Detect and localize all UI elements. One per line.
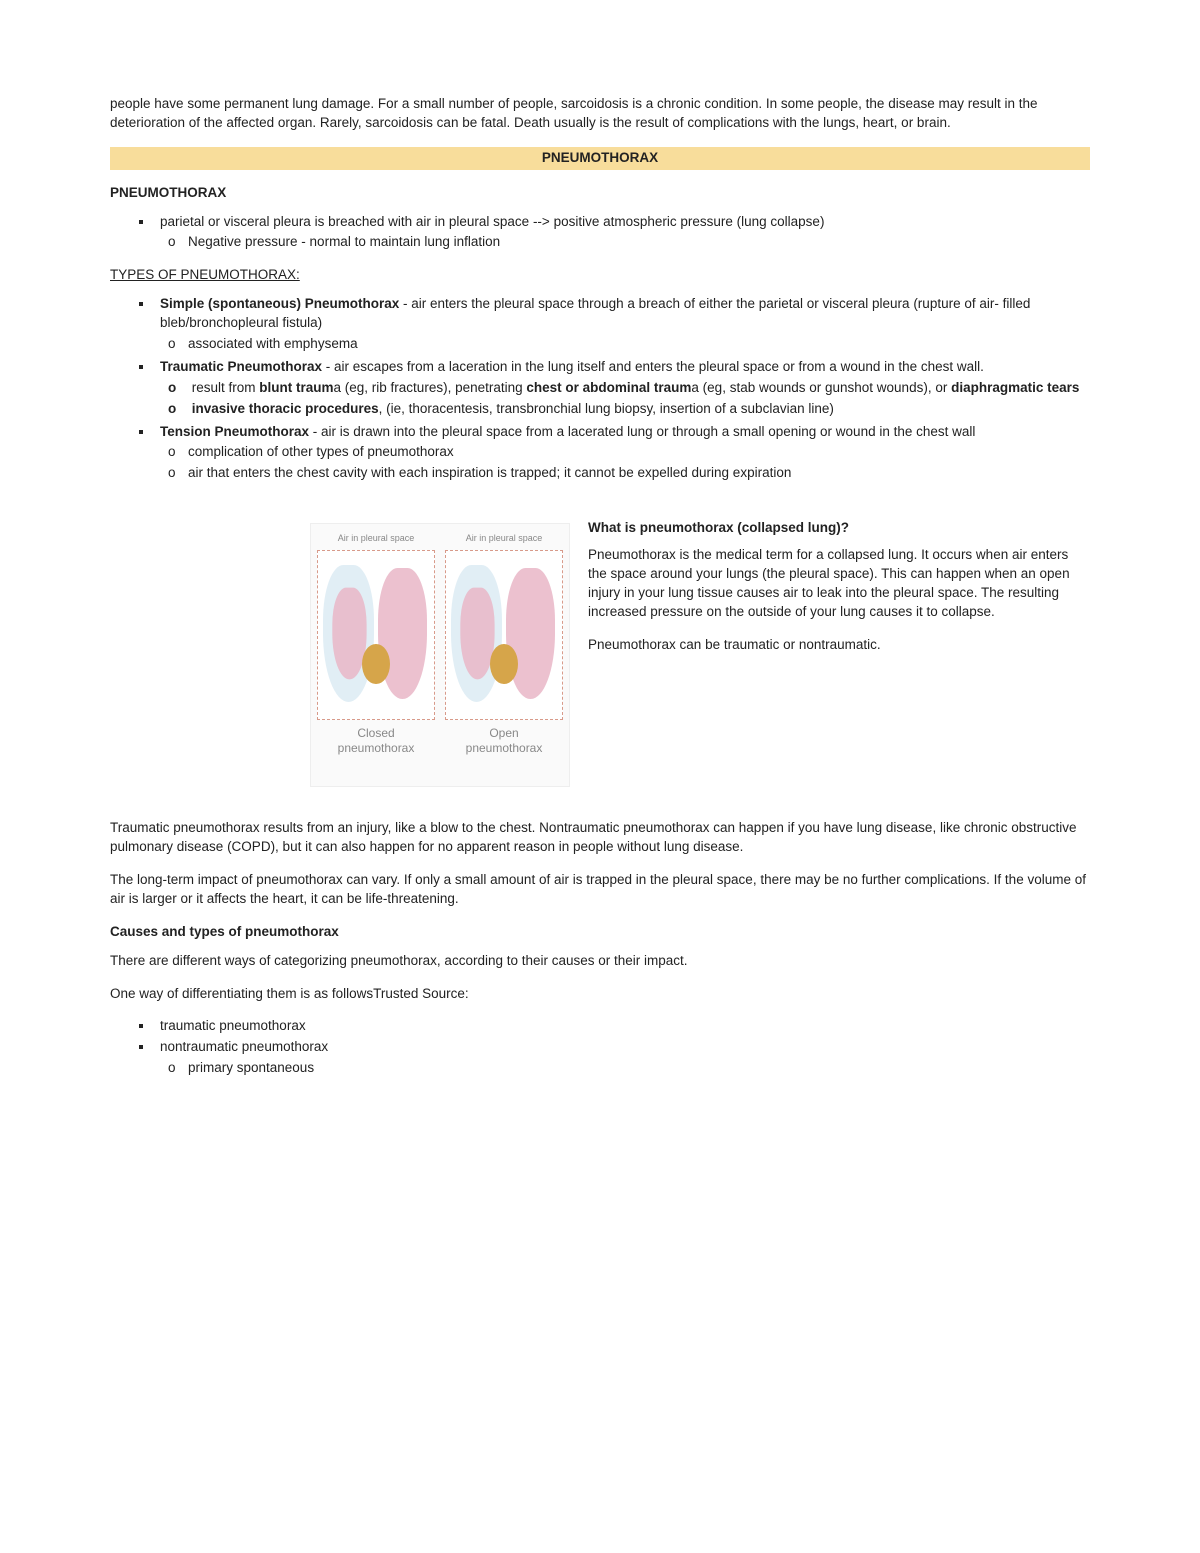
ts1c: a (eg, rib fractures), penetrating: [334, 380, 527, 395]
type-traumatic-sub1: result from blunt trauma (eg, rib fractu…: [188, 379, 1090, 398]
type-tension: Tension Pneumothorax - air is drawn into…: [154, 423, 1090, 484]
after-p1: Traumatic pneumothorax results from an i…: [110, 819, 1090, 857]
type-tension-sub1: complication of other types of pneumotho…: [188, 443, 1090, 462]
heart-shape: [490, 644, 518, 684]
type-tension-desc: - air is drawn into the pleural space fr…: [309, 424, 975, 439]
type-simple-sub: associated with emphysema: [188, 335, 1090, 354]
causes-heading: Causes and types of pneumothorax: [110, 923, 1090, 942]
cause-nontraumatic: nontraumatic pneumothorax primary sponta…: [154, 1038, 1090, 1078]
ts1b1: blunt traum: [259, 380, 333, 395]
lung-right-shape: [378, 568, 427, 699]
what-is-p2: Pneumothorax can be traumatic or nontrau…: [110, 636, 1090, 655]
type-simple: Simple (spontaneous) Pneumothorax - air …: [154, 295, 1090, 354]
what-is-heading: What is pneumothorax (collapsed lung)?: [110, 519, 1090, 538]
heart-shape: [362, 644, 390, 684]
figure-left-top-label: Air in pleural space: [338, 532, 415, 550]
lungs-figure: Air in pleural space Closed pneumothorax…: [310, 523, 570, 787]
figure-right-diagram: [445, 550, 563, 720]
what-is-p1: Pneumothorax is the medical term for a c…: [110, 546, 1090, 622]
definition-sub: Negative pressure - normal to maintain l…: [188, 233, 1090, 252]
type-traumatic-sub2: invasive thoracic procedures, (ie, thora…: [188, 400, 1090, 419]
type-traumatic-desc: - air escapes from a laceration in the l…: [322, 359, 984, 374]
types-list: Simple (spontaneous) Pneumothorax - air …: [110, 295, 1090, 483]
lung-right-shape: [506, 568, 555, 699]
ts1d: a (eg, stab wounds or gunshot wounds), o…: [691, 380, 951, 395]
wrap-with-figure: Air in pleural space Closed pneumothorax…: [110, 519, 1090, 809]
after-p2: The long-term impact of pneumothorax can…: [110, 871, 1090, 909]
figure-right-top-label: Air in pleural space: [466, 532, 543, 550]
fig-bl1: Closed: [357, 726, 394, 740]
ts1b3: diaphragmatic tears: [951, 380, 1079, 395]
after-p4: One way of differentiating them is as fo…: [110, 985, 1090, 1004]
cause-traumatic: traumatic pneumothorax: [154, 1017, 1090, 1036]
causes-list: traumatic pneumothorax nontraumatic pneu…: [110, 1017, 1090, 1078]
definition-list: parietal or visceral pleura is breached …: [110, 213, 1090, 253]
fig-br2: pneumothorax: [466, 741, 543, 755]
type-tension-name: Tension Pneumothorax: [160, 424, 309, 439]
figure-right-col: Air in pleural space Open pneumothorax: [445, 532, 563, 782]
type-traumatic-name: Traumatic Pneumothorax: [160, 359, 322, 374]
ts1b2: chest or abdominal traum: [526, 380, 691, 395]
heading-pneumothorax: PNEUMOTHORAX: [110, 184, 1090, 203]
figure-left-bottom-label: Closed pneumothorax: [338, 726, 415, 755]
figure-left-diagram: [317, 550, 435, 720]
intro-paragraph: people have some permanent lung damage. …: [110, 95, 1090, 133]
definition-item: parietal or visceral pleura is breached …: [154, 213, 1090, 253]
figure-left-col: Air in pleural space Closed pneumothorax: [317, 532, 435, 782]
definition-text: parietal or visceral pleura is breached …: [160, 214, 824, 229]
figure-right-bottom-label: Open pneumothorax: [466, 726, 543, 755]
cause-nontraumatic-text: nontraumatic pneumothorax: [160, 1039, 328, 1054]
ts2t: , (ie, thoracentesis, transbronchial lun…: [379, 401, 834, 416]
ts1a: result from: [192, 380, 260, 395]
ts2b: invasive thoracic procedures: [192, 401, 379, 416]
fig-br1: Open: [489, 726, 518, 740]
type-tension-sub2: air that enters the chest cavity with ea…: [188, 464, 1090, 483]
document-page: people have some permanent lung damage. …: [0, 0, 1200, 1148]
section-banner: PNEUMOTHORAX: [110, 147, 1090, 170]
cause-primary-spont: primary spontaneous: [188, 1059, 1090, 1078]
type-simple-name: Simple (spontaneous) Pneumothorax: [160, 296, 399, 311]
type-traumatic: Traumatic Pneumothorax - air escapes fro…: [154, 358, 1090, 419]
after-p3: There are different ways of categorizing…: [110, 952, 1090, 971]
types-heading: TYPES OF PNEUMOTHORAX:: [110, 266, 1090, 285]
fig-bl2: pneumothorax: [338, 741, 415, 755]
